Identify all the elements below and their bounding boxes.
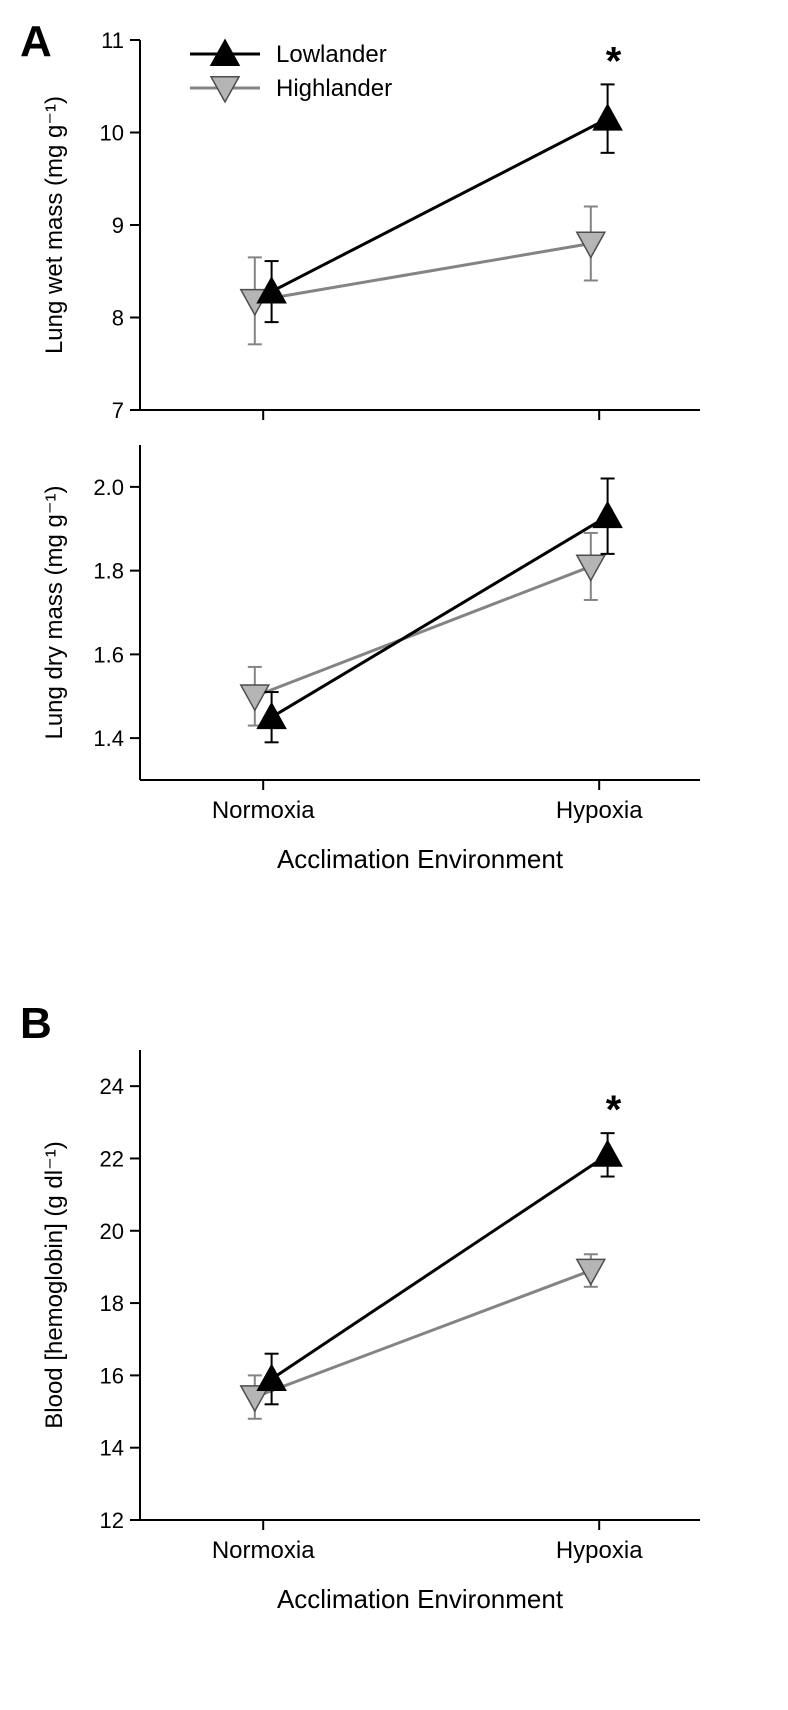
legend-label: Highlander [276,75,392,102]
y-tick-label: 1.8 [93,559,124,584]
y-axis-title: Lung dry mass (mg g⁻¹) [41,485,68,739]
x-tick-label: Hypoxia [556,1537,643,1564]
y-axis-title: Blood [hemoglobin] (g dl⁻¹) [41,1141,68,1428]
y-tick-label: 10 [100,121,124,146]
marker-highlander [577,1259,605,1284]
panel-letter-b: B [20,999,52,1048]
subplot-lung_dry: 1.4 1.6 1.8 2.0 Normoxia Hypoxia Lung dry mass… [41,445,700,874]
marker-lowlander [594,105,622,130]
marker-highlander [577,555,605,580]
legend-label: Lowlander [276,41,387,68]
y-tick-label: 20 [100,1219,124,1244]
marker-lowlander [594,502,622,527]
marker-lowlander [258,703,286,728]
x-axis-title: Acclimation Environment [277,1584,564,1614]
series-line-highlander [255,566,591,696]
y-tick-label: 8 [112,306,124,331]
figure-container: A 7 8 9 10 11 Lung wet mass (mg g⁻¹) * 1.4 1.6 1.8… [0,0,788,1710]
y-tick-label: 16 [100,1363,124,1388]
x-tick-label: Hypoxia [556,797,643,824]
y-tick-label: 24 [100,1074,124,1099]
y-tick-label: 7 [112,398,124,423]
series-line-highlander [255,244,591,301]
y-tick-label: 9 [112,213,124,238]
legend: Lowlander Highlander [190,40,392,102]
series-line-highlander [255,1271,591,1398]
y-axis-title: Lung wet mass (mg g⁻¹) [41,96,68,354]
panel-letter-a: A [20,17,52,66]
series-line-lowlander [272,119,608,292]
y-tick-label: 2.0 [93,475,124,500]
y-tick-label: 14 [100,1436,124,1461]
marker-highlander [241,685,269,710]
series-line-lowlander [272,1155,608,1379]
significance-star: * [606,1088,622,1132]
y-tick-label: 1.6 [93,642,124,667]
y-tick-label: 11 [101,28,124,53]
marker-lowlander [258,1365,286,1390]
y-tick-label: 1.4 [93,726,124,751]
subplot-hemoglobin: 12 14 16 18 20 22 24 Normoxia Hypoxia Blood [hemo… [41,1050,700,1614]
x-tick-label: Normoxia [212,1537,315,1564]
y-tick-label: 18 [100,1291,124,1316]
figure-svg: A 7 8 9 10 11 Lung wet mass (mg g⁻¹) * 1.4 1.6 1.8… [0,0,788,1710]
marker-lowlander [594,1141,622,1166]
y-tick-label: 22 [100,1146,124,1171]
x-tick-label: Normoxia [212,797,315,824]
series-line-lowlander [272,516,608,717]
y-tick-label: 12 [100,1508,124,1533]
significance-star: * [606,39,622,83]
x-axis-title: Acclimation Environment [277,844,564,874]
